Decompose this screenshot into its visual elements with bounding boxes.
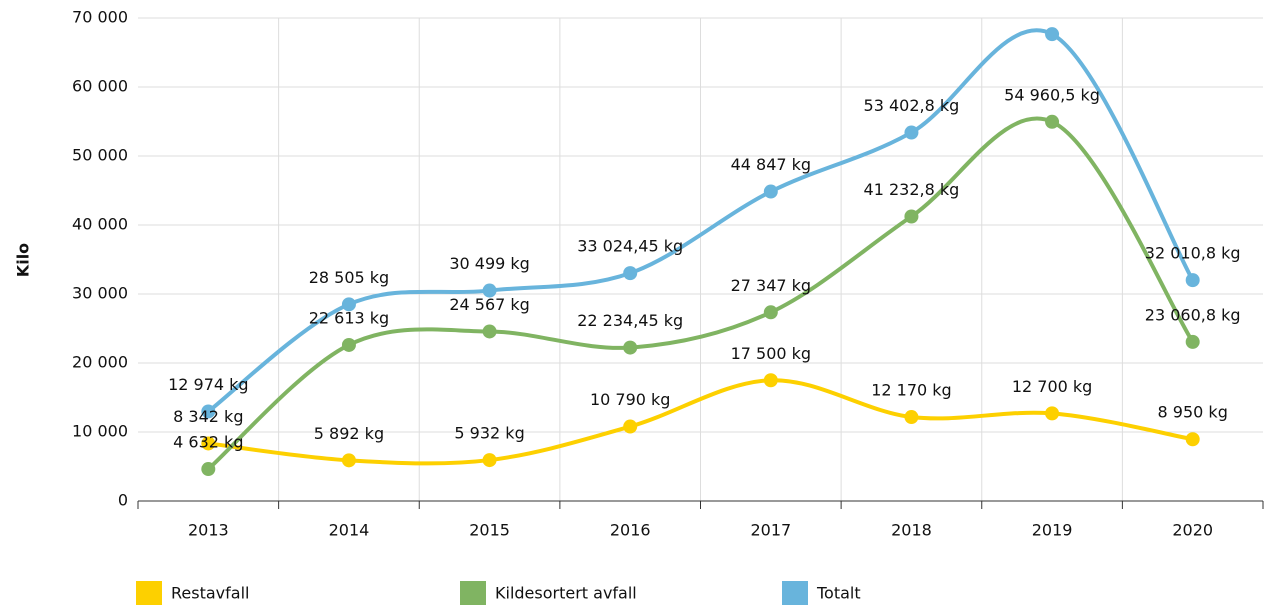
point <box>623 266 638 281</box>
data-label: 17 500 kg <box>731 344 812 363</box>
point <box>1045 27 1060 42</box>
y-tick-label: 50 000 <box>72 146 128 165</box>
legend-label: Totalt <box>816 584 861 603</box>
point <box>201 436 216 451</box>
x-tick-label: 2020 <box>1172 521 1213 540</box>
data-label: 53 402,8 kg <box>864 96 960 115</box>
data-label: 33 024,45 kg <box>577 237 683 256</box>
y-tick-label: 30 000 <box>72 284 128 303</box>
point <box>763 373 778 388</box>
data-label: 4 632 kg <box>173 433 243 452</box>
x-tick-label: 2015 <box>469 521 510 540</box>
y-tick-label: 60 000 <box>72 77 128 96</box>
x-tick-label: 2017 <box>750 521 791 540</box>
data-label: 27 347 kg <box>731 276 812 295</box>
data-label: 24 567 kg <box>449 295 530 314</box>
data-label: 8 950 kg <box>1158 403 1228 422</box>
point <box>341 453 356 468</box>
legend-label: Kildesortert avfall <box>495 584 637 603</box>
legend-swatch <box>460 581 486 605</box>
data-label: 12 700 kg <box>1012 377 1093 396</box>
point <box>623 419 638 434</box>
data-label: 22 234,45 kg <box>577 311 683 330</box>
point <box>1045 406 1060 421</box>
data-label: 12 974 kg <box>168 375 249 394</box>
x-tick-label: 2019 <box>1032 521 1073 540</box>
x-tick-label: 2013 <box>188 521 229 540</box>
point <box>482 453 497 468</box>
point <box>1185 432 1200 447</box>
point <box>904 410 919 425</box>
data-label: 8 342 kg <box>173 407 243 426</box>
data-label: 5 932 kg <box>454 424 524 443</box>
point <box>904 209 919 224</box>
legend-swatch <box>136 581 162 605</box>
legend-label: Restavfall <box>171 584 249 603</box>
data-label: 10 790 kg <box>590 390 671 409</box>
point <box>904 125 919 140</box>
data-label: 44 847 kg <box>731 155 812 174</box>
point <box>1185 334 1200 349</box>
point <box>482 324 497 339</box>
data-label: 30 499 kg <box>449 254 530 273</box>
y-tick-label: 10 000 <box>72 422 128 441</box>
x-tick-label: 2014 <box>329 521 370 540</box>
point <box>1185 273 1200 288</box>
point <box>763 184 778 199</box>
data-label: 28 505 kg <box>309 268 390 287</box>
point <box>623 340 638 355</box>
data-label: 32 010,8 kg <box>1145 244 1241 263</box>
point <box>1045 114 1060 129</box>
point <box>763 305 778 320</box>
series-line <box>208 378 1194 466</box>
y-tick-label: 70 000 <box>72 8 128 27</box>
y-tick-label: 20 000 <box>72 353 128 372</box>
point <box>201 462 216 477</box>
x-tick-label: 2018 <box>891 521 932 540</box>
x-tick-label: 2016 <box>610 521 651 540</box>
y-tick-label: 40 000 <box>72 215 128 234</box>
data-label: 23 060,8 kg <box>1145 305 1241 324</box>
data-label: 41 232,8 kg <box>864 180 960 199</box>
data-label: 12 170 kg <box>871 381 952 400</box>
legend-swatch <box>782 581 808 605</box>
data-label: 5 892 kg <box>314 424 384 443</box>
y-tick-label: 0 <box>118 491 128 510</box>
data-label: 54 960,5 kg <box>1004 85 1100 104</box>
y-axis-label: Kilo <box>14 243 33 277</box>
point <box>341 297 356 312</box>
data-label: 22 613 kg <box>309 308 390 327</box>
point <box>201 404 216 419</box>
point <box>482 283 497 298</box>
point <box>341 337 356 352</box>
